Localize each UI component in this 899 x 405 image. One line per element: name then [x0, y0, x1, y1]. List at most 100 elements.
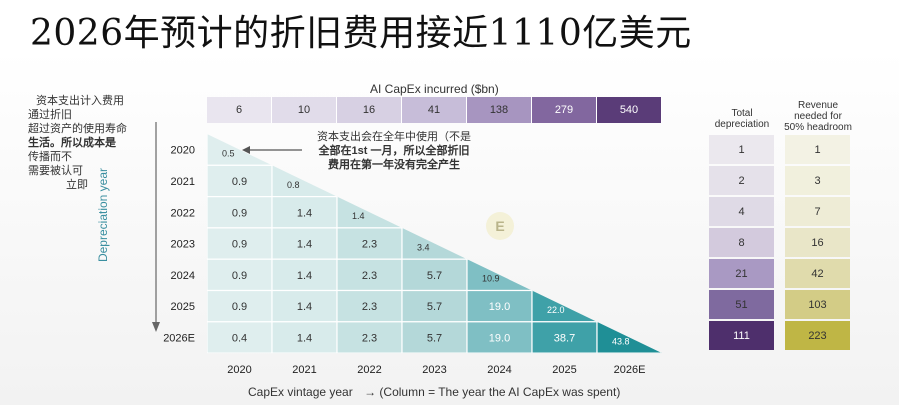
revenue-needed-cell: 103 [785, 290, 850, 319]
heatmap-value: 0.9 [232, 207, 247, 219]
annotation: 资本支出会在全年中使用（不是 全部在1st 一月，所以全部折旧 费用在第一年没有… [304, 130, 484, 172]
x-tick-label: 2021 [292, 364, 316, 376]
annotation-line: 全部在1st 一月，所以全部折旧 [318, 145, 470, 157]
heatmap-value: 1.4 [297, 239, 312, 251]
y-tick-label: 2024 [171, 270, 195, 282]
y-tick-label: 2021 [171, 176, 195, 188]
heatmap-value: 1.4 [352, 211, 365, 221]
heatmap-value: 19.0 [489, 332, 510, 344]
revenue-needed-cell: 16 [785, 228, 850, 257]
heatmap-value: 19.0 [489, 301, 510, 313]
annotation-line: 费用在第一年没有完全产生 [328, 159, 460, 171]
left-note-line: 资本支出计入费用 [36, 95, 124, 107]
watermark-logo-icon: E [486, 212, 514, 240]
left-note-line: 需要被认可 [28, 165, 83, 177]
y-tick-label: 2022 [171, 207, 195, 219]
total-depreciation-cell: 8 [709, 228, 774, 257]
x-axis-title: CapEx vintage year → (Column = The year … [248, 385, 620, 399]
revenue-needed-cell: 42 [785, 259, 850, 288]
heatmap-cell [336, 321, 403, 354]
x-tick-label: 2020 [227, 364, 251, 376]
total-depreciation-cell: 51 [709, 290, 774, 319]
annotation-line: 资本支出会在全年中使用（不是 [317, 131, 471, 143]
heatmap-value: 2.3 [362, 270, 377, 282]
heatmap-cell [271, 164, 338, 198]
heatmap-cell [466, 289, 533, 323]
left-note-line: 通过折旧 [28, 109, 72, 121]
heatmap-cell [207, 321, 273, 354]
x-tick-label: 2022 [357, 364, 381, 376]
heatmap-value: 2.3 [362, 301, 377, 313]
heatmap-value: 2.3 [362, 332, 377, 344]
revenue-needed-header: Revenue needed for 50% headroom [784, 100, 852, 133]
heatmap-value: 43.8 [612, 336, 630, 346]
heatmap-value: 3.4 [417, 242, 430, 252]
heatmap-value: 1.4 [297, 207, 312, 219]
heatmap-cell [207, 258, 273, 292]
capex-cell: 6 [207, 97, 272, 123]
heatmap-value: 38.7 [554, 332, 575, 344]
revenue-needed-cell: 3 [785, 166, 850, 195]
capex-cell: 16 [337, 97, 402, 123]
heatmap-value: 0.9 [232, 301, 247, 313]
heatmap-value: 0.9 [232, 270, 247, 282]
x-axis-title-text: CapEx vintage year [248, 385, 353, 399]
heatmap-value: 0.4 [232, 332, 247, 344]
x-tick-label: 2025 [552, 364, 576, 376]
annotation-arrow-head [242, 146, 250, 154]
x-tick-label: 2023 [422, 364, 446, 376]
left-note-line: 传播而不 [28, 151, 72, 163]
y-tick-label: 2020 [171, 145, 195, 157]
heatmap-cell [336, 258, 403, 292]
heatmap-value: 0.5 [222, 149, 235, 159]
heatmap-cell [401, 321, 468, 354]
total-depreciation-cell: 21 [709, 259, 774, 288]
x-axis-title-note: → (Column = The year the AI CapEx was sp… [364, 385, 621, 399]
heatmap-value: 1.4 [297, 332, 312, 344]
y-axis-arrow-head [152, 322, 160, 332]
heatmap-cell [207, 196, 273, 229]
y-tick-label: 2025 [171, 301, 195, 313]
heatmap-value: 5.7 [427, 270, 442, 282]
heatmap-cell [271, 321, 338, 354]
capex-cell: 41 [402, 97, 467, 123]
page-title: 2026年预计的折旧费用接近1110亿美元 [30, 13, 692, 54]
revenue-needed-cell: 223 [785, 321, 850, 350]
left-note-line: 超过资产的使用寿命 [28, 123, 127, 135]
capex-title: AI CapEx incurred ($bn) [370, 82, 499, 96]
capex-cell: 10 [272, 97, 337, 123]
x-tick-label: 2024 [487, 364, 511, 376]
left-note-line: 生活。所以成本是 [28, 137, 116, 149]
heatmap-value: 0.8 [287, 180, 300, 190]
heatmap-value: 1.4 [297, 270, 312, 282]
y-tick-label: 2026E [163, 332, 195, 344]
heatmap-cell [207, 289, 273, 323]
heatmap-value: 5.7 [427, 301, 442, 313]
revenue-needed-cell: 1 [785, 135, 850, 164]
heatmap-value: 5.7 [427, 332, 442, 344]
heatmap-value: 22.0 [547, 305, 565, 315]
left-note-line: 立即 [66, 179, 88, 191]
capex-cell: 279 [532, 97, 597, 123]
capex-cell: 540 [597, 97, 662, 123]
total-depreciation-cell: 4 [709, 197, 774, 226]
total-depreciation-cell: 2 [709, 166, 774, 195]
left-note: 资本支出计入费用 通过折旧 超过资产的使用寿命 生活。所以成本是 传播而不 需要… [28, 94, 138, 192]
heatmap-cell [401, 227, 468, 260]
total-depreciation-cell: 111 [709, 321, 774, 350]
heatmap-value: 2.3 [362, 239, 377, 251]
heatmap-cell [401, 258, 468, 292]
total-depreciation-header: Total depreciation [714, 108, 770, 130]
heatmap-cell [531, 321, 598, 354]
capex-cell: 138 [467, 97, 532, 123]
heatmap-cell [466, 321, 533, 354]
heatmap-cell [401, 289, 468, 323]
heatmap-value: 0.9 [232, 176, 247, 188]
heatmap-cell [336, 196, 403, 229]
total-depreciation-cell: 1 [709, 135, 774, 164]
revenue-needed-cell: 7 [785, 197, 850, 226]
y-tick-label: 2023 [171, 239, 195, 251]
heatmap-value: 10.9 [482, 274, 500, 284]
heatmap-value: 1.4 [297, 301, 312, 313]
